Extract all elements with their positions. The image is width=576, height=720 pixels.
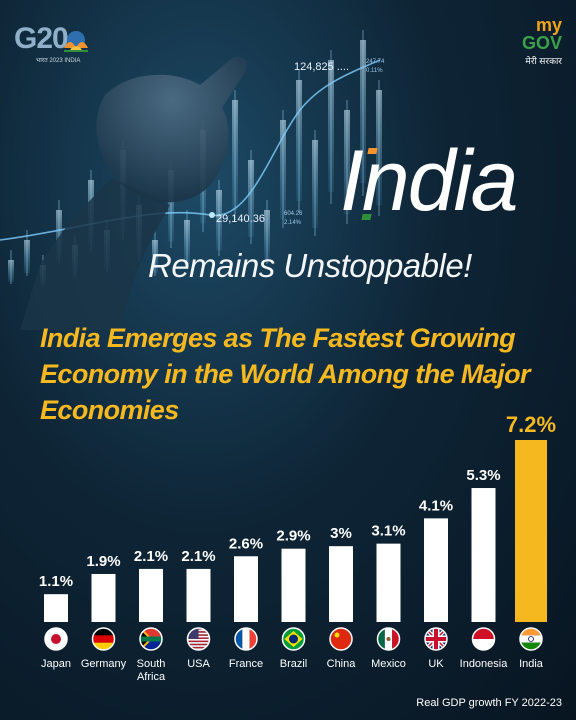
mygov-logo-hindi: मेरी सरकार [525,56,562,66]
ticker-top-change-a: 247.74 [366,59,385,65]
bar-china [329,546,353,622]
g20-logo-text: G20 [14,22,69,55]
g20-logo: G20 भारत 2023 INDIA [14,22,104,70]
bar-south-africa [139,568,163,622]
india-flag-icon [519,627,543,651]
category-label-china: China [327,658,357,670]
saffron-accent [367,148,378,154]
bar-uk [424,518,448,622]
category-label-uk: UK [428,658,444,670]
value-label-south-africa: 2.1% [134,548,168,565]
category-label-brazil: Brazil [280,658,308,670]
ticker-mid-change-b: 2.14% [284,220,302,226]
category-label-mexico: Mexico [371,658,406,670]
green-accent [361,214,372,220]
category-label-japan: Japan [41,658,71,670]
headline-subtitle: Remains Unstoppable! [148,247,472,284]
category-label-indonesia: Indonesia [460,658,509,670]
chart-footnote: Real GDP growth FY 2022-23 [416,697,562,709]
ticker-mid-value: 29,140.36 [216,213,265,225]
category-label-france: France [229,658,263,670]
china-flag-icon [329,627,353,651]
ticker-top-change-b: 0.11% [366,68,383,74]
value-label-uk: 4.1% [419,497,453,514]
value-label-germany: 1.9% [86,553,120,570]
bar-indonesia [471,488,496,622]
bar-japan [44,594,68,622]
statement-text: India Emerges as The Fastest Growing Eco… [40,323,531,425]
value-label-usa: 2.1% [181,548,215,565]
headline-title: India [340,133,518,229]
mexico-flag-icon [376,627,401,651]
germany-flag-icon [91,627,116,651]
mygov-logo-my: my [535,15,562,35]
bar-brazil [281,548,306,622]
ticker-mid-change-a: 604.26 [284,211,303,217]
value-label-china: 3% [330,525,352,542]
g20-logo-subtitle: भारत 2023 INDIA [36,58,81,64]
ticker-top-value: 124,825 .... [294,61,350,73]
brazil-flag-icon [281,627,306,651]
indonesia-flag-icon [471,627,496,651]
uk-flag-icon [424,627,448,651]
category-label-germany: Germany [81,658,127,670]
bar-usa [186,568,211,622]
france-flag-icon [234,627,258,651]
mygov-logo: my GOV मेरी सरकार [500,16,562,76]
south-africa-flag-icon [139,627,163,651]
value-label-brazil: 2.9% [276,528,310,545]
value-label-indonesia: 5.3% [466,467,500,484]
stock-market-background-art [0,30,382,330]
value-label-france: 2.6% [229,535,263,552]
bar-germany [91,573,116,622]
mygov-logo-gov: GOV [521,33,562,53]
value-label-mexico: 3.1% [371,523,405,540]
bar-mexico [376,543,401,622]
bar-india [515,440,547,622]
bar-france [234,556,258,622]
value-label-india: 7.2% [506,412,556,437]
lotus-icon [64,31,88,52]
category-label-south-africa: Africa [137,671,166,683]
japan-flag-icon [44,627,68,651]
value-label-japan: 1.1% [39,573,73,590]
category-label-south-africa: South [137,658,166,670]
usa-flag-icon [186,627,211,651]
category-label-usa: USA [187,658,210,670]
category-label-india: India [519,658,544,670]
